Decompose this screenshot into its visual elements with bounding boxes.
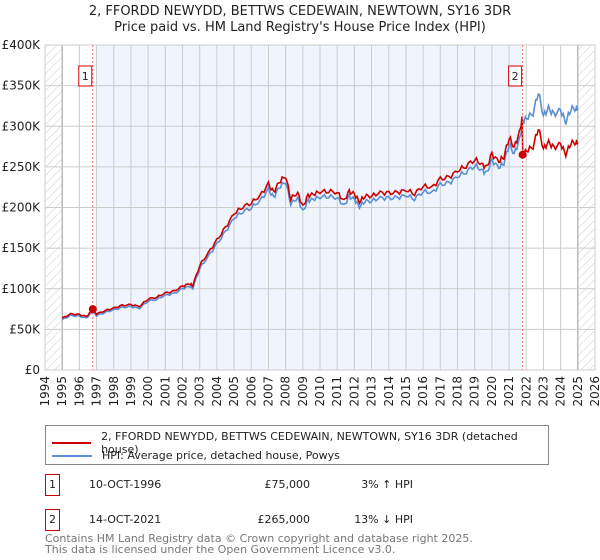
property-price-line (61, 116, 579, 319)
sale-row: 1 10-OCT-1996 £75,000 3% ↑ HPI (45, 474, 465, 496)
chart-subtitle: Price paid vs. HM Land Registry's House … (114, 20, 486, 35)
x-tick-label: 1994 (38, 376, 52, 407)
sale-badge: 1 (45, 474, 60, 496)
x-tick-label: 2022 (519, 376, 533, 407)
x-tick-label: 2009 (296, 376, 310, 407)
legend-label: HPI: Average price, detached house, Powy… (102, 449, 340, 462)
sale-label: 1 (82, 70, 89, 83)
sale-price: £75,000 (264, 478, 311, 491)
sale-badge: 2 (45, 509, 60, 531)
x-tick-label: 2019 (468, 376, 482, 407)
x-tick-label: 2000 (141, 376, 155, 407)
x-tick-label: 2017 (433, 376, 447, 407)
sale-point (88, 305, 97, 314)
sale-label: 2 (512, 70, 519, 83)
x-tick-label: 2015 (399, 376, 413, 407)
red-line-swatch (52, 442, 92, 444)
x-tick-label: 2011 (330, 376, 344, 407)
x-tick-label: 2013 (365, 376, 379, 407)
legend: 2, FFORDD NEWYDD, BETTWS CEDEWAIN, NEWTO… (45, 425, 549, 465)
y-tick-label: £300K (2, 119, 42, 133)
sale-point (518, 150, 527, 159)
hpi-line (61, 93, 579, 321)
x-tick-label: 2005 (227, 376, 241, 407)
x-tick-label: 2026 (588, 376, 600, 407)
footer-line: Contains HM Land Registry data © Crown c… (45, 532, 473, 545)
y-tick-label: £150K (2, 241, 42, 255)
y-tick-label: £250K (2, 160, 42, 174)
x-tick-label: 2021 (502, 376, 516, 407)
x-tick-label: 2023 (536, 376, 550, 407)
footer: Contains HM Land Registry data © Crown c… (45, 533, 473, 555)
sale-price: £265,000 (257, 513, 311, 526)
x-tick-label: 2004 (210, 376, 224, 407)
sale-label-box (78, 65, 93, 87)
y-tick-label: £0 (25, 363, 40, 377)
x-tick-label: 2020 (485, 376, 499, 407)
x-tick-label: 2014 (382, 376, 396, 407)
sale-date: 10-OCT-1996 (89, 478, 162, 491)
sale-date: 14-OCT-2021 (89, 513, 162, 526)
legend-item-property: 2, FFORDD NEWYDD, BETTWS CEDEWAIN, NEWTO… (52, 430, 548, 456)
legend-label: 2, FFORDD NEWYDD, BETTWS CEDEWAIN, NEWTO… (101, 430, 518, 456)
x-tick-label: 2016 (416, 376, 430, 407)
blue-line-swatch (52, 454, 92, 457)
chart-title: 2, FFORDD NEWYDD, BETTWS CEDEWAIN, NEWTO… (88, 4, 512, 19)
x-tick-label: 2002 (176, 376, 190, 407)
x-tick-label: 2012 (347, 376, 361, 407)
x-tick-label: 2018 (451, 376, 465, 407)
x-tick-label: 1995 (55, 376, 69, 407)
x-tick-label: 2010 (313, 376, 327, 407)
price-chart: 1994 1995 1996 1997 1998 1999 2000 2001 2002 2003… (2, 38, 600, 407)
x-tick-label: 1999 (124, 376, 138, 407)
y-tick-label: £400K (2, 38, 42, 52)
sale-hpi-diff: 13% ↓ HPI (354, 513, 413, 526)
x-tick-label: 2003 (193, 376, 207, 407)
x-tick-label: 2025 (571, 376, 585, 407)
y-tick-label: £350K (2, 79, 42, 93)
x-tick-label: 2024 (554, 376, 568, 407)
legend-item-hpi: HPI: Average price, detached house, Powy… (52, 449, 340, 462)
y-tick-label: £100K (2, 282, 42, 296)
sale-hpi-diff: 3% ↑ HPI (361, 478, 413, 491)
sale-label-box (508, 65, 523, 87)
x-tick-label: 2008 (279, 376, 293, 407)
plot-border (44, 44, 596, 371)
x-tick-label: 2007 (261, 376, 275, 407)
sale-row: 2 14-OCT-2021 £265,000 13% ↓ HPI (45, 509, 465, 531)
y-tick-label: £200K (2, 201, 42, 215)
y-tick-label: £50K (9, 322, 41, 336)
x-tick-label: 2006 (244, 376, 258, 407)
x-tick-label: 2001 (158, 376, 172, 407)
x-tick-label: 1997 (90, 376, 104, 407)
x-tick-label: 1998 (107, 376, 121, 407)
x-tick-label: 1996 (72, 376, 86, 407)
footer-line: This data is licensed under the Open Gov… (45, 543, 396, 556)
